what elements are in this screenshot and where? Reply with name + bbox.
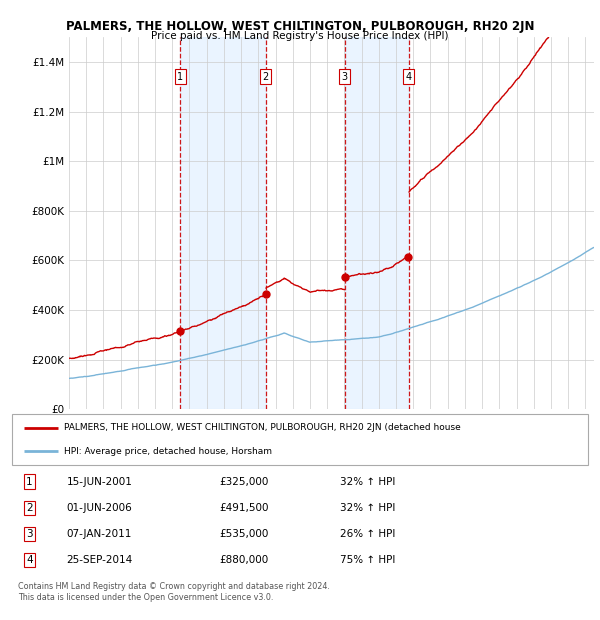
Text: 01-JUN-2006: 01-JUN-2006: [67, 503, 133, 513]
Text: 32% ↑ HPI: 32% ↑ HPI: [340, 503, 395, 513]
Text: Contains HM Land Registry data © Crown copyright and database right 2024.: Contains HM Land Registry data © Crown c…: [18, 582, 330, 591]
Text: 25-SEP-2014: 25-SEP-2014: [67, 555, 133, 565]
Text: 07-JAN-2011: 07-JAN-2011: [67, 529, 132, 539]
Bar: [180, 37, 266, 409]
Text: 2: 2: [262, 72, 269, 82]
Text: 4: 4: [26, 555, 32, 565]
Text: Price paid vs. HM Land Registry's House Price Index (HPI): Price paid vs. HM Land Registry's House …: [151, 31, 449, 41]
Text: This data is licensed under the Open Government Licence v3.0.: This data is licensed under the Open Gov…: [18, 593, 274, 602]
Text: £535,000: £535,000: [220, 529, 269, 539]
Text: 26% ↑ HPI: 26% ↑ HPI: [340, 529, 395, 539]
Text: 75% ↑ HPI: 75% ↑ HPI: [340, 555, 395, 565]
Text: 1: 1: [26, 477, 32, 487]
Text: £325,000: £325,000: [220, 477, 269, 487]
Text: £491,500: £491,500: [220, 503, 269, 513]
Text: 4: 4: [406, 72, 412, 82]
Text: PALMERS, THE HOLLOW, WEST CHILTINGTON, PULBOROUGH, RH20 2JN: PALMERS, THE HOLLOW, WEST CHILTINGTON, P…: [66, 20, 534, 33]
Text: 15-JUN-2001: 15-JUN-2001: [67, 477, 133, 487]
FancyBboxPatch shape: [12, 414, 588, 465]
Text: 1: 1: [177, 72, 183, 82]
Text: £880,000: £880,000: [220, 555, 269, 565]
Text: PALMERS, THE HOLLOW, WEST CHILTINGTON, PULBOROUGH, RH20 2JN (detached house: PALMERS, THE HOLLOW, WEST CHILTINGTON, P…: [64, 423, 461, 432]
Text: 3: 3: [341, 72, 348, 82]
Text: 2: 2: [26, 503, 32, 513]
Text: HPI: Average price, detached house, Horsham: HPI: Average price, detached house, Hors…: [64, 447, 272, 456]
Text: 3: 3: [26, 529, 32, 539]
Bar: [345, 37, 409, 409]
Text: 32% ↑ HPI: 32% ↑ HPI: [340, 477, 395, 487]
